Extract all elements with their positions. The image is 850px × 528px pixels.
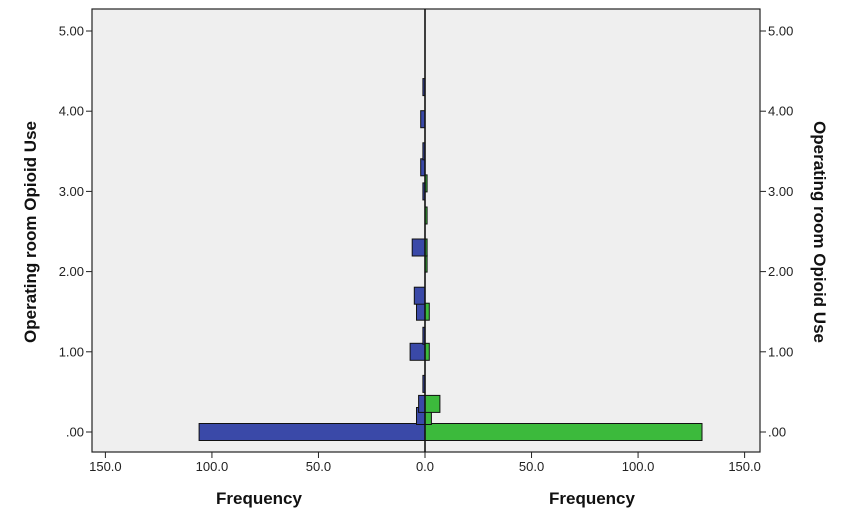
x-tick-left-label: 0.0 bbox=[416, 459, 434, 474]
bar-left-8 bbox=[411, 238, 426, 257]
bar-right-0 bbox=[424, 423, 703, 441]
bar-left-7 bbox=[413, 286, 426, 305]
y-tick-label-right: 4.00 bbox=[768, 104, 793, 119]
x-tick-left-label: 150.0 bbox=[89, 459, 122, 474]
bar-left-6 bbox=[416, 302, 426, 321]
y-tick-label-right: 2.00 bbox=[768, 264, 793, 279]
x-tick-right-label: 150.0 bbox=[728, 459, 761, 474]
bar-left-4 bbox=[409, 342, 426, 361]
y-tick-label-right: 3.00 bbox=[768, 184, 793, 199]
x-ticks: 150.0 100.0 50.0 0.0 50.0 100.0 150.0 bbox=[89, 452, 761, 474]
y-tick-label-right: 1.00 bbox=[768, 344, 793, 359]
x-axis-title-left: Frequency bbox=[216, 489, 303, 508]
plot-background bbox=[91, 8, 761, 453]
bar-right-2 bbox=[424, 394, 441, 413]
bar-left-2 bbox=[418, 394, 426, 413]
y-tick-label-left: 5.00 bbox=[59, 24, 84, 39]
x-tick-left-label: 50.0 bbox=[306, 459, 331, 474]
bars-layer bbox=[198, 78, 703, 441]
y-tick-label-left: 2.00 bbox=[59, 264, 84, 279]
bar-left-0 bbox=[198, 423, 426, 441]
y-ticks-right: .00 1.00 2.00 3.00 4.00 5.00 bbox=[760, 24, 793, 440]
x-tick-left-label: 100.0 bbox=[196, 459, 229, 474]
y-axis-title-right: Operating room Opioid Use bbox=[810, 121, 829, 343]
x-tick-right-label: 100.0 bbox=[622, 459, 655, 474]
y-axis-title-left: Operating room Opioid Use bbox=[21, 121, 40, 343]
y-tick-label-left: 1.00 bbox=[59, 344, 84, 359]
y-tick-label-right: 5.00 bbox=[768, 24, 793, 39]
y-ticks-left: .00 1.00 2.00 3.00 4.00 5.00 bbox=[59, 24, 92, 440]
y-tick-label-left: .00 bbox=[66, 425, 84, 440]
x-tick-right-label: 50.0 bbox=[519, 459, 544, 474]
y-tick-label-left: 3.00 bbox=[59, 184, 84, 199]
y-tick-label-right: .00 bbox=[768, 425, 786, 440]
x-axis-title-right: Frequency bbox=[549, 489, 636, 508]
y-tick-label-left: 4.00 bbox=[59, 104, 84, 119]
